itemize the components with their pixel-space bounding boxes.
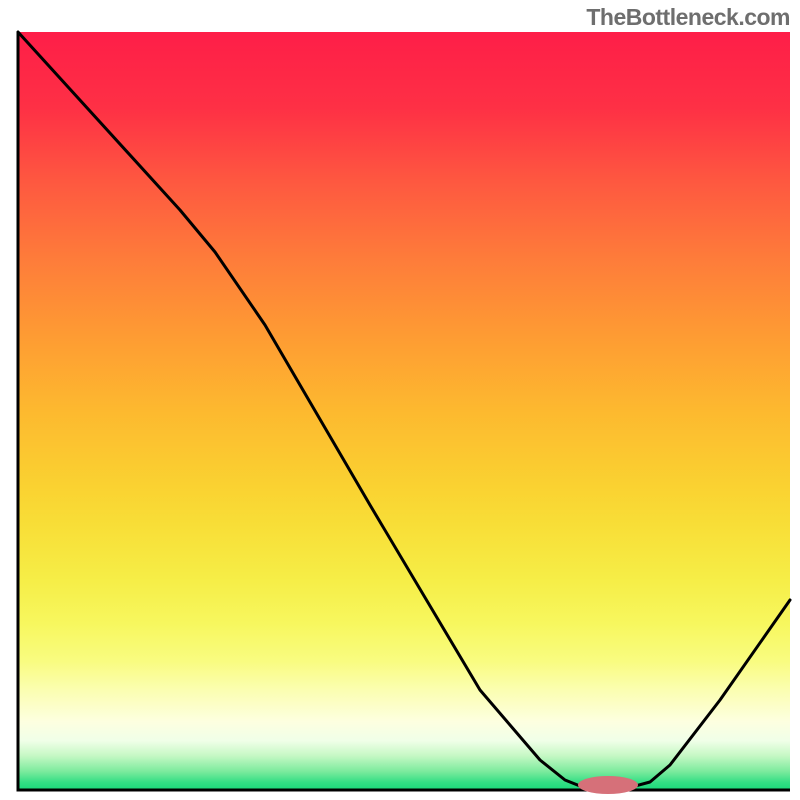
chart-gradient-background <box>18 32 790 790</box>
optimal-marker <box>578 776 638 794</box>
bottleneck-chart <box>0 0 800 800</box>
